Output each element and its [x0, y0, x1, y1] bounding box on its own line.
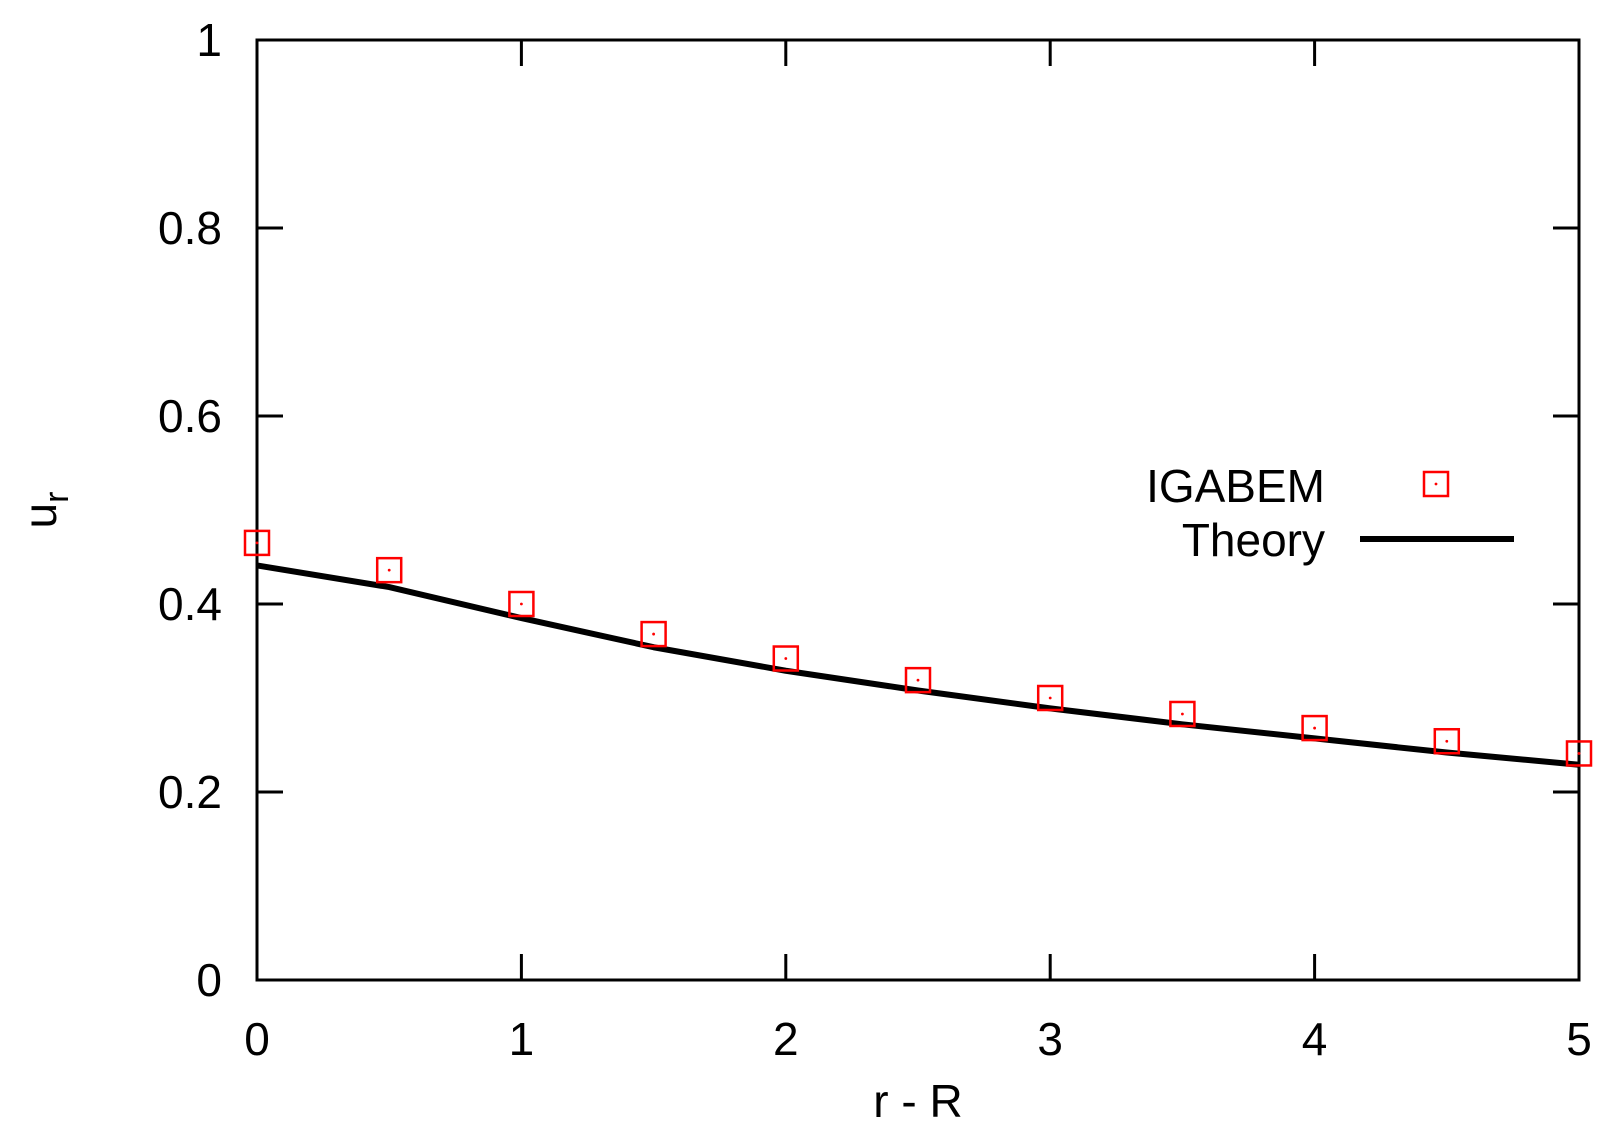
igabem-point-dot — [1577, 752, 1581, 755]
igabem-point — [1433, 727, 1461, 755]
igabem-point — [1565, 740, 1593, 767]
igabem-point — [772, 645, 800, 672]
igabem-point-dot — [1048, 696, 1052, 700]
x-tick-label: 3 — [1037, 1013, 1063, 1065]
igabem-point-dot — [387, 568, 391, 572]
theory-series — [256, 562, 1580, 768]
igabem-point — [1301, 714, 1328, 742]
igabem-point — [904, 666, 932, 694]
legend-marker-igabem-dot — [1434, 482, 1438, 486]
igabem-point-dot — [652, 632, 655, 636]
x-tick-label: 0 — [244, 1013, 270, 1065]
igabem-point-dot — [916, 678, 920, 682]
y-tick-label: 0.4 — [158, 578, 222, 630]
igabem-point — [640, 620, 667, 648]
tick-labels: 0 1 2 3 4 5 0 0.2 0.4 0.6 0.8 1 — [158, 14, 1592, 1065]
igabem-point-dot — [1181, 712, 1184, 716]
igabem-point-dot — [784, 657, 788, 660]
y-tick-label: 0.2 — [158, 766, 222, 818]
svg-text:ur: ur — [14, 492, 76, 529]
y-axis-label-main: u — [14, 503, 66, 529]
igabem-series — [243, 529, 1593, 767]
igabem-point-dot — [1445, 739, 1449, 743]
y-axis-label: ur — [14, 492, 76, 529]
igabem-point — [1036, 684, 1064, 712]
x-axis-label: r - R — [873, 1075, 962, 1127]
theory-line — [256, 562, 1580, 768]
x-tick-label: 2 — [773, 1013, 799, 1065]
igabem-point-dot — [520, 602, 523, 606]
igabem-point-dot — [255, 541, 259, 545]
igabem-point-dot — [1313, 726, 1316, 730]
legend: IGABEM Theory — [1146, 460, 1514, 566]
x-tick-label: 5 — [1566, 1013, 1592, 1065]
y-tick-label: 1 — [196, 14, 222, 66]
y-axis-label-subscript: r — [38, 492, 76, 503]
legend-label-theory: Theory — [1182, 514, 1325, 566]
igabem-point — [375, 556, 403, 584]
y-tick-label: 0 — [196, 954, 222, 1006]
igabem-point — [508, 590, 535, 618]
legend-marker-igabem — [1422, 470, 1450, 498]
igabem-point — [1169, 700, 1196, 728]
y-tick-label: 0.6 — [158, 390, 222, 442]
x-tick-label: 1 — [509, 1013, 535, 1065]
y-tick-label: 0.8 — [158, 202, 222, 254]
ticks — [255, 38, 1581, 982]
legend-label-igabem: IGABEM — [1146, 460, 1325, 512]
x-tick-label: 4 — [1302, 1013, 1328, 1065]
plot-frame — [255, 38, 1581, 982]
igabem-point — [243, 529, 271, 557]
